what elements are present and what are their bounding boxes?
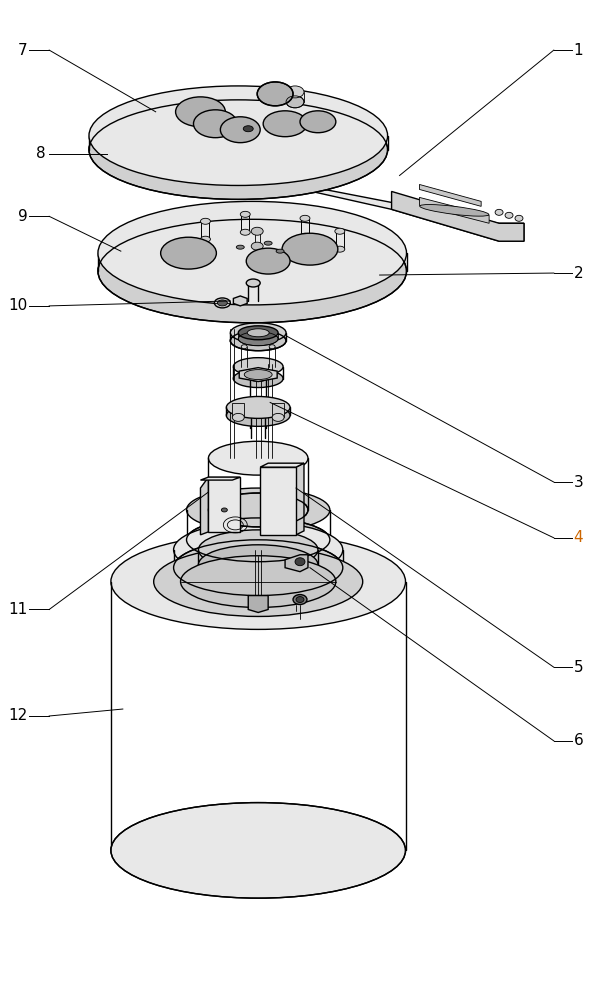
Text: 12: 12 [8,708,27,723]
Text: 7: 7 [17,43,27,58]
Ellipse shape [215,298,230,308]
Ellipse shape [515,215,523,221]
Text: 4: 4 [574,530,584,545]
Ellipse shape [230,323,286,343]
Text: 10: 10 [8,298,27,313]
Bar [260,467,296,535]
Ellipse shape [89,100,388,199]
Ellipse shape [218,300,227,306]
Polygon shape [248,596,268,612]
Ellipse shape [263,111,307,137]
Ellipse shape [160,237,216,269]
Ellipse shape [495,209,503,215]
Ellipse shape [175,97,225,127]
Text: 9: 9 [17,209,27,224]
Bar [272,403,284,417]
Ellipse shape [236,245,244,249]
Ellipse shape [264,241,272,245]
Ellipse shape [198,545,318,585]
Ellipse shape [251,242,263,250]
Ellipse shape [269,345,275,349]
Ellipse shape [335,246,345,252]
Polygon shape [392,191,524,241]
Ellipse shape [233,413,244,421]
Ellipse shape [257,82,293,106]
Text: 2: 2 [574,266,584,281]
Ellipse shape [227,404,290,426]
Ellipse shape [247,329,269,337]
Ellipse shape [240,229,250,235]
Polygon shape [239,368,277,382]
Ellipse shape [251,227,263,235]
Ellipse shape [98,219,406,323]
Polygon shape [233,296,247,306]
Ellipse shape [233,370,283,388]
Polygon shape [201,477,209,535]
Ellipse shape [505,212,513,218]
Ellipse shape [335,228,345,234]
Ellipse shape [241,345,247,349]
Ellipse shape [238,332,278,346]
Polygon shape [242,160,524,241]
Ellipse shape [174,540,343,596]
Text: 5: 5 [574,660,584,675]
Ellipse shape [250,376,266,382]
Polygon shape [201,477,240,480]
Ellipse shape [154,547,363,616]
Ellipse shape [89,86,388,185]
Ellipse shape [111,534,406,629]
Ellipse shape [227,396,290,418]
Polygon shape [260,463,304,467]
Ellipse shape [276,249,284,253]
Ellipse shape [209,441,308,475]
Ellipse shape [296,597,304,603]
Ellipse shape [221,117,260,143]
Text: 6: 6 [574,733,584,748]
Ellipse shape [243,126,253,132]
Ellipse shape [286,96,304,108]
Polygon shape [296,463,304,535]
Ellipse shape [244,370,272,380]
Ellipse shape [240,211,250,217]
Ellipse shape [174,522,343,578]
Ellipse shape [186,488,330,532]
Text: 3: 3 [574,475,584,490]
Bar [233,403,244,417]
Polygon shape [419,197,489,223]
Ellipse shape [300,215,310,221]
Ellipse shape [286,86,304,98]
Ellipse shape [246,279,260,287]
Ellipse shape [233,358,283,376]
Ellipse shape [272,413,284,421]
Ellipse shape [198,530,318,570]
Ellipse shape [111,803,406,898]
Ellipse shape [238,326,278,340]
Bar [209,477,240,532]
Ellipse shape [230,331,286,351]
Polygon shape [419,184,481,206]
Ellipse shape [209,493,308,527]
Text: 8: 8 [35,146,45,161]
Ellipse shape [98,201,406,305]
Ellipse shape [221,508,227,512]
Ellipse shape [293,595,307,605]
Ellipse shape [419,205,489,216]
Ellipse shape [295,558,305,566]
Ellipse shape [186,518,330,562]
Text: 1: 1 [574,43,584,58]
Ellipse shape [180,556,336,608]
Ellipse shape [282,233,338,265]
Ellipse shape [300,233,310,239]
Text: 11: 11 [8,602,27,617]
Ellipse shape [300,111,336,133]
Ellipse shape [246,248,290,274]
Ellipse shape [194,110,237,138]
Polygon shape [285,555,308,572]
Ellipse shape [201,236,210,242]
Ellipse shape [201,218,210,224]
